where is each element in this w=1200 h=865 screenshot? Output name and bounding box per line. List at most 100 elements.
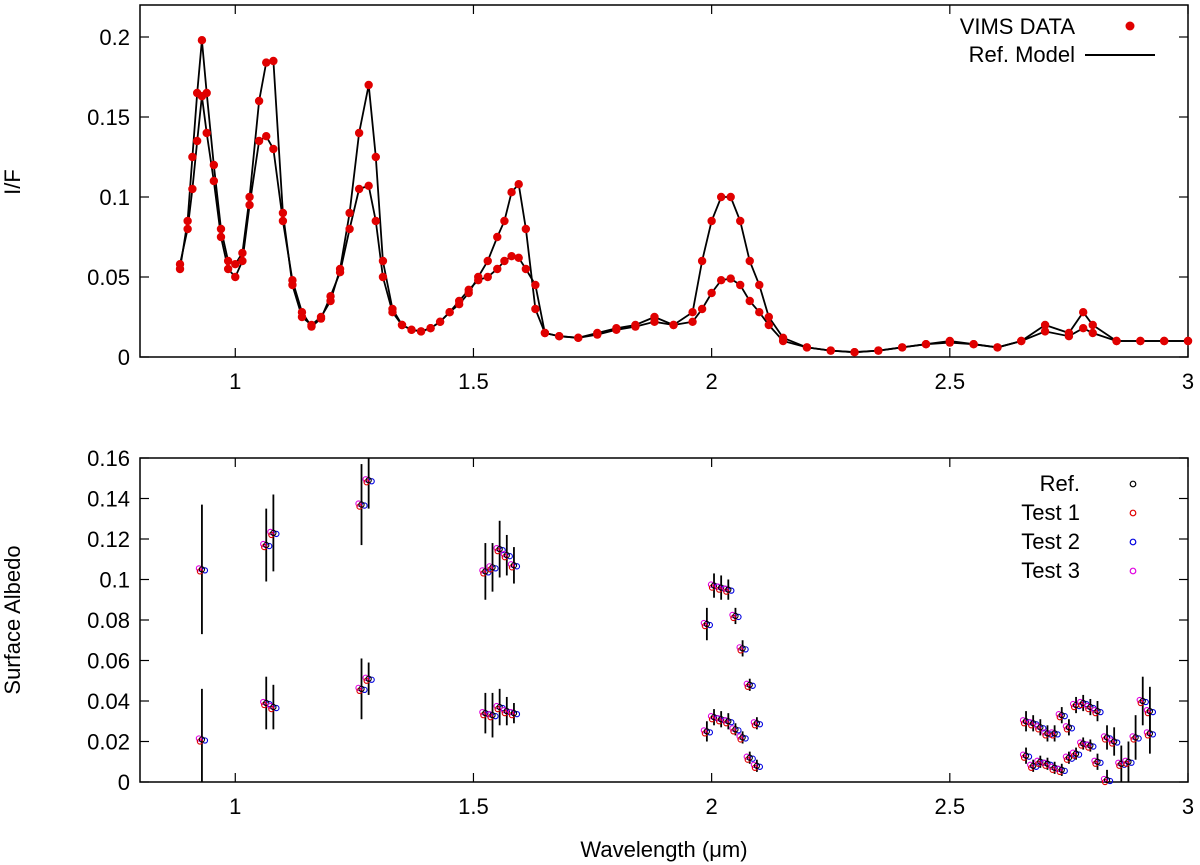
test-3-marker <box>750 719 758 726</box>
ref-marker <box>1125 758 1132 765</box>
model-line-spectrum-high <box>179 40 1188 354</box>
ref-marker <box>1111 738 1118 745</box>
albedo-point <box>750 717 764 730</box>
test-3-marker <box>1055 711 1062 718</box>
test-3-marker <box>362 674 369 681</box>
vims-data-point <box>826 346 835 355</box>
test-3-marker <box>707 581 715 588</box>
test-3-marker <box>195 735 203 742</box>
test-3-marker <box>743 753 750 760</box>
test-3-marker <box>486 711 493 718</box>
bottom-y-tick-label: 0.08 <box>87 608 130 633</box>
top-data-points <box>175 36 1193 357</box>
albedo-point <box>1062 719 1076 736</box>
test-3-marker <box>195 565 203 572</box>
albedo-point <box>486 692 499 738</box>
test-3-marker <box>1084 741 1091 748</box>
vims-data-point <box>802 343 812 352</box>
albedo-point <box>1048 725 1061 742</box>
test-3-marker <box>260 698 267 706</box>
vims-data-point <box>531 304 540 314</box>
ref-marker <box>1058 766 1065 773</box>
vims-data-point <box>262 58 271 67</box>
test-3-marker <box>493 544 500 552</box>
vims-data-point <box>464 285 473 294</box>
ref-marker <box>710 714 718 721</box>
bottom-y-tick-label: 0.16 <box>87 446 130 471</box>
vims-data-point <box>707 288 716 298</box>
vims-data-point <box>755 280 764 290</box>
albedo-point <box>1136 676 1149 726</box>
ref-marker <box>1030 762 1037 769</box>
vims-data-point <box>188 152 197 162</box>
albedo-point <box>267 684 280 730</box>
vims-data-point <box>245 200 254 210</box>
albedo-point <box>700 607 714 641</box>
test-3-marker <box>1069 700 1077 708</box>
vims-data-point <box>1088 328 1097 338</box>
vims-data-point <box>238 248 247 258</box>
vims-data-point <box>326 292 335 301</box>
albedo-point <box>355 464 368 546</box>
ref-marker <box>746 754 753 761</box>
test-3-marker <box>479 709 486 716</box>
bottom-y-tick-label: 0.04 <box>87 689 130 714</box>
test-3-marker <box>1041 759 1048 766</box>
ref-marker <box>1146 730 1154 737</box>
ref-marker <box>482 568 489 575</box>
vims-data-point <box>1159 336 1169 346</box>
ref-marker <box>1087 703 1094 711</box>
test-3-marker <box>1062 723 1070 730</box>
vims-data-point <box>388 308 397 317</box>
bottom-x-tick-label: 1.5 <box>458 794 489 819</box>
ref-marker <box>270 529 277 537</box>
test-3-marker <box>722 585 729 592</box>
vims-data-point <box>354 128 364 138</box>
vims-data-point <box>435 317 445 326</box>
ref-marker <box>365 477 372 484</box>
test-3-marker <box>267 528 274 536</box>
bottom-x-tick-label: 3 <box>1182 794 1194 819</box>
test-3-marker <box>493 702 500 710</box>
top-x-tick-label: 3 <box>1182 369 1194 394</box>
ref-marker <box>1080 740 1087 747</box>
legend-label-ref-model: Ref. Model <box>969 42 1075 67</box>
top-x-tick-label: 2 <box>706 369 718 394</box>
test-3-marker <box>743 680 750 687</box>
vims-data-point <box>736 280 745 290</box>
ref-marker <box>510 562 518 569</box>
albedo-point <box>507 703 521 724</box>
vims-data-point <box>1112 336 1121 346</box>
ref-marker <box>1065 724 1073 731</box>
ref-marker <box>496 703 503 711</box>
vims-data-point <box>500 256 509 266</box>
ref-marker <box>1030 720 1037 727</box>
bottom-data-points <box>195 458 1157 786</box>
vims-data-point <box>416 327 426 336</box>
ref-marker <box>263 699 270 707</box>
test-3-marker <box>267 702 274 710</box>
bottom-y-tick-label: 0 <box>118 770 130 795</box>
ref-marker <box>739 645 746 652</box>
legend-label-ref: Ref. <box>1040 471 1080 496</box>
bottom-y-tick-label: 0.02 <box>87 730 130 755</box>
vims-data-point <box>507 188 516 197</box>
vims-data-point <box>216 224 226 234</box>
vims-data-point <box>378 256 388 266</box>
test-3-marker <box>1048 729 1055 736</box>
albedo-point <box>1129 715 1142 760</box>
vims-data-point <box>1136 336 1145 346</box>
bottom-y-tick-label: 0.12 <box>87 527 130 552</box>
ref-marker <box>1072 750 1080 757</box>
vims-data-point <box>631 322 640 331</box>
test-3-marker <box>1143 706 1151 714</box>
test-3-marker <box>707 713 715 720</box>
vims-data-point <box>1088 320 1097 330</box>
test-3-marker <box>1091 706 1098 714</box>
bottom-x-tick-label: 2.5 <box>935 794 966 819</box>
vims-data-point <box>593 330 602 339</box>
vims-data-point <box>364 80 373 90</box>
top-legend: VIMS DATA Ref. Model <box>960 14 1155 67</box>
ref-marker <box>1087 742 1094 749</box>
